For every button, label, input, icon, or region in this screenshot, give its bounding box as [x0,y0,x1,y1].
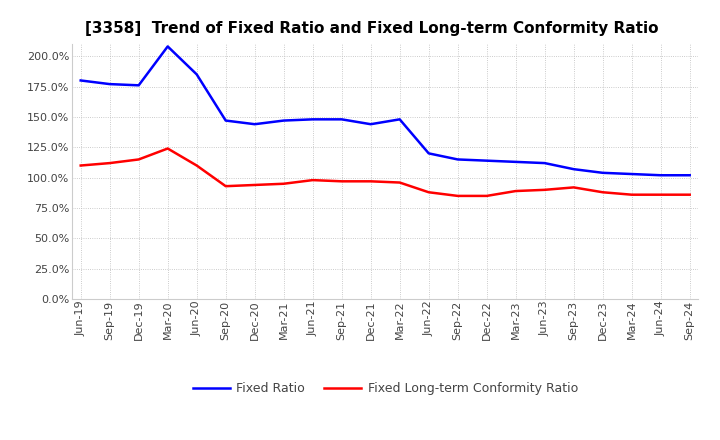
Fixed Long-term Conformity Ratio [279,181,288,187]
Fixed Long-term Conformity Ratio [627,192,636,197]
Fixed Long-term Conformity Ratio [598,190,607,195]
Fixed Ratio [598,170,607,176]
Fixed Ratio [338,117,346,122]
Fixed Long-term Conformity Ratio [511,188,520,194]
Fixed Long-term Conformity Ratio [366,179,375,184]
Fixed Ratio [192,72,201,77]
Fixed Ratio [685,172,694,178]
Fixed Ratio [395,117,404,122]
Fixed Long-term Conformity Ratio [105,161,114,166]
Fixed Ratio [424,151,433,156]
Fixed Long-term Conformity Ratio [251,182,259,187]
Fixed Ratio [221,118,230,123]
Fixed Ratio [105,81,114,87]
Fixed Ratio [454,157,462,162]
Fixed Ratio [511,159,520,165]
Fixed Ratio [657,172,665,178]
Fixed Long-term Conformity Ratio [163,146,172,151]
Fixed Long-term Conformity Ratio [454,193,462,198]
Fixed Ratio [251,121,259,127]
Fixed Ratio [570,166,578,172]
Text: [3358]  Trend of Fixed Ratio and Fixed Long-term Conformity Ratio: [3358] Trend of Fixed Ratio and Fixed Lo… [84,21,658,36]
Fixed Long-term Conformity Ratio [541,187,549,192]
Fixed Ratio [482,158,491,163]
Fixed Ratio [308,117,317,122]
Fixed Long-term Conformity Ratio [395,180,404,185]
Fixed Long-term Conformity Ratio [570,185,578,190]
Fixed Long-term Conformity Ratio [685,192,694,197]
Fixed Long-term Conformity Ratio [657,192,665,197]
Fixed Long-term Conformity Ratio [338,179,346,184]
Fixed Ratio [279,118,288,123]
Fixed Long-term Conformity Ratio [221,183,230,189]
Fixed Long-term Conformity Ratio [192,163,201,168]
Line: Fixed Ratio: Fixed Ratio [81,47,690,175]
Fixed Long-term Conformity Ratio [135,157,143,162]
Fixed Ratio [163,44,172,49]
Fixed Ratio [135,83,143,88]
Fixed Long-term Conformity Ratio [424,190,433,195]
Legend: Fixed Ratio, Fixed Long-term Conformity Ratio: Fixed Ratio, Fixed Long-term Conformity … [188,377,582,400]
Fixed Ratio [541,161,549,166]
Fixed Long-term Conformity Ratio [76,163,85,168]
Fixed Ratio [76,78,85,83]
Fixed Long-term Conformity Ratio [482,193,491,198]
Fixed Long-term Conformity Ratio [308,177,317,183]
Line: Fixed Long-term Conformity Ratio: Fixed Long-term Conformity Ratio [81,149,690,196]
Fixed Ratio [366,121,375,127]
Fixed Ratio [627,172,636,177]
